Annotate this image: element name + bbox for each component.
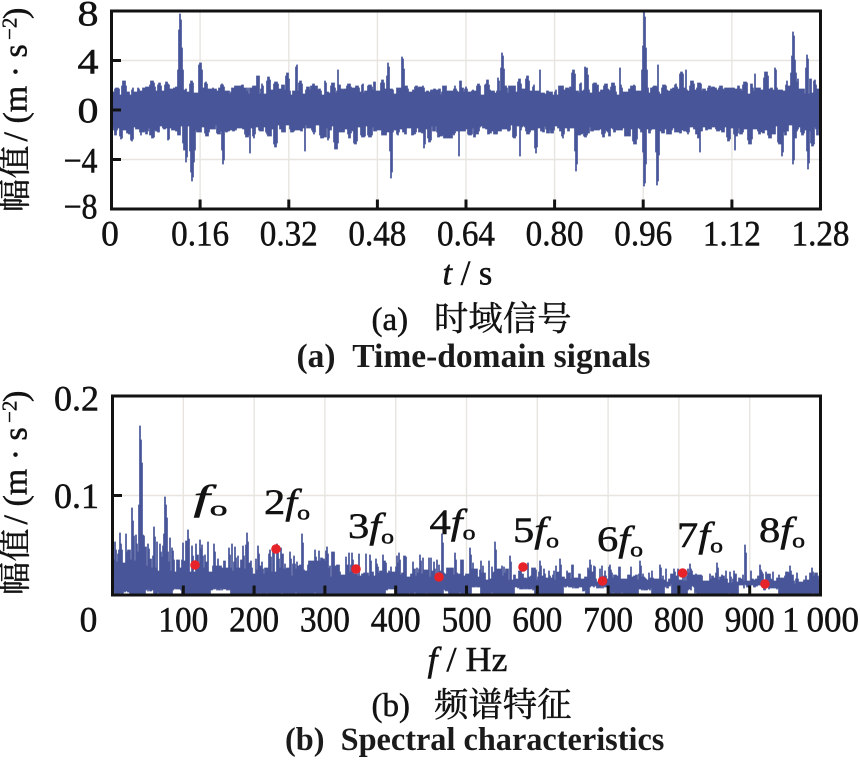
svg-text:/ (m · s: / (m · s <box>0 44 35 141</box>
svg-text:(b) Spectral characteristics: (b) Spectral characteristics <box>285 721 664 757</box>
svg-text:100: 100 <box>158 600 208 640</box>
svg-text:0.1: 0.1 <box>54 476 99 516</box>
svg-text:1 000: 1 000 <box>782 600 859 640</box>
svg-text:0.48: 0.48 <box>348 214 406 254</box>
svg-text:200: 200 <box>229 600 279 640</box>
svg-text:900: 900 <box>725 600 775 640</box>
svg-text:8fo: 8fo <box>759 510 805 553</box>
svg-text:0: 0 <box>101 214 119 254</box>
svg-text:1.28: 1.28 <box>792 214 850 254</box>
svg-text:−4: −4 <box>64 141 98 181</box>
svg-text:4: 4 <box>78 42 99 82</box>
svg-text:0.80: 0.80 <box>526 214 584 254</box>
svg-text:): ) <box>0 8 35 19</box>
svg-text:400: 400 <box>371 600 421 640</box>
svg-text:0: 0 <box>78 91 99 131</box>
svg-text:500: 500 <box>442 600 492 640</box>
svg-text:−2: −2 <box>0 18 22 40</box>
svg-text:/ (m · s: / (m · s <box>0 427 35 524</box>
svg-text:0.96: 0.96 <box>614 214 672 254</box>
svg-text:): ) <box>0 391 35 402</box>
svg-text:(b): (b) <box>372 688 410 724</box>
svg-text:0.32: 0.32 <box>260 214 318 254</box>
svg-text:600: 600 <box>512 600 562 640</box>
svg-text:−2: −2 <box>0 401 22 423</box>
svg-text:0.64: 0.64 <box>437 214 495 254</box>
svg-text:0.16: 0.16 <box>171 214 229 254</box>
svg-text:t / s: t / s <box>442 255 492 293</box>
svg-text:(a): (a) <box>372 302 409 338</box>
svg-text:f / Hz: f / Hz <box>428 641 508 679</box>
svg-text:800: 800 <box>654 600 704 640</box>
svg-text:0: 0 <box>80 600 98 640</box>
svg-text:8: 8 <box>78 0 99 34</box>
svg-text:1.12: 1.12 <box>703 214 761 254</box>
svg-text:0.2: 0.2 <box>54 379 99 419</box>
svg-text:(a) Time-domain signals: (a) Time-domain signals <box>297 338 651 375</box>
svg-text:700: 700 <box>583 600 633 640</box>
svg-text:300: 300 <box>300 600 350 640</box>
svg-text:−8: −8 <box>64 187 98 227</box>
